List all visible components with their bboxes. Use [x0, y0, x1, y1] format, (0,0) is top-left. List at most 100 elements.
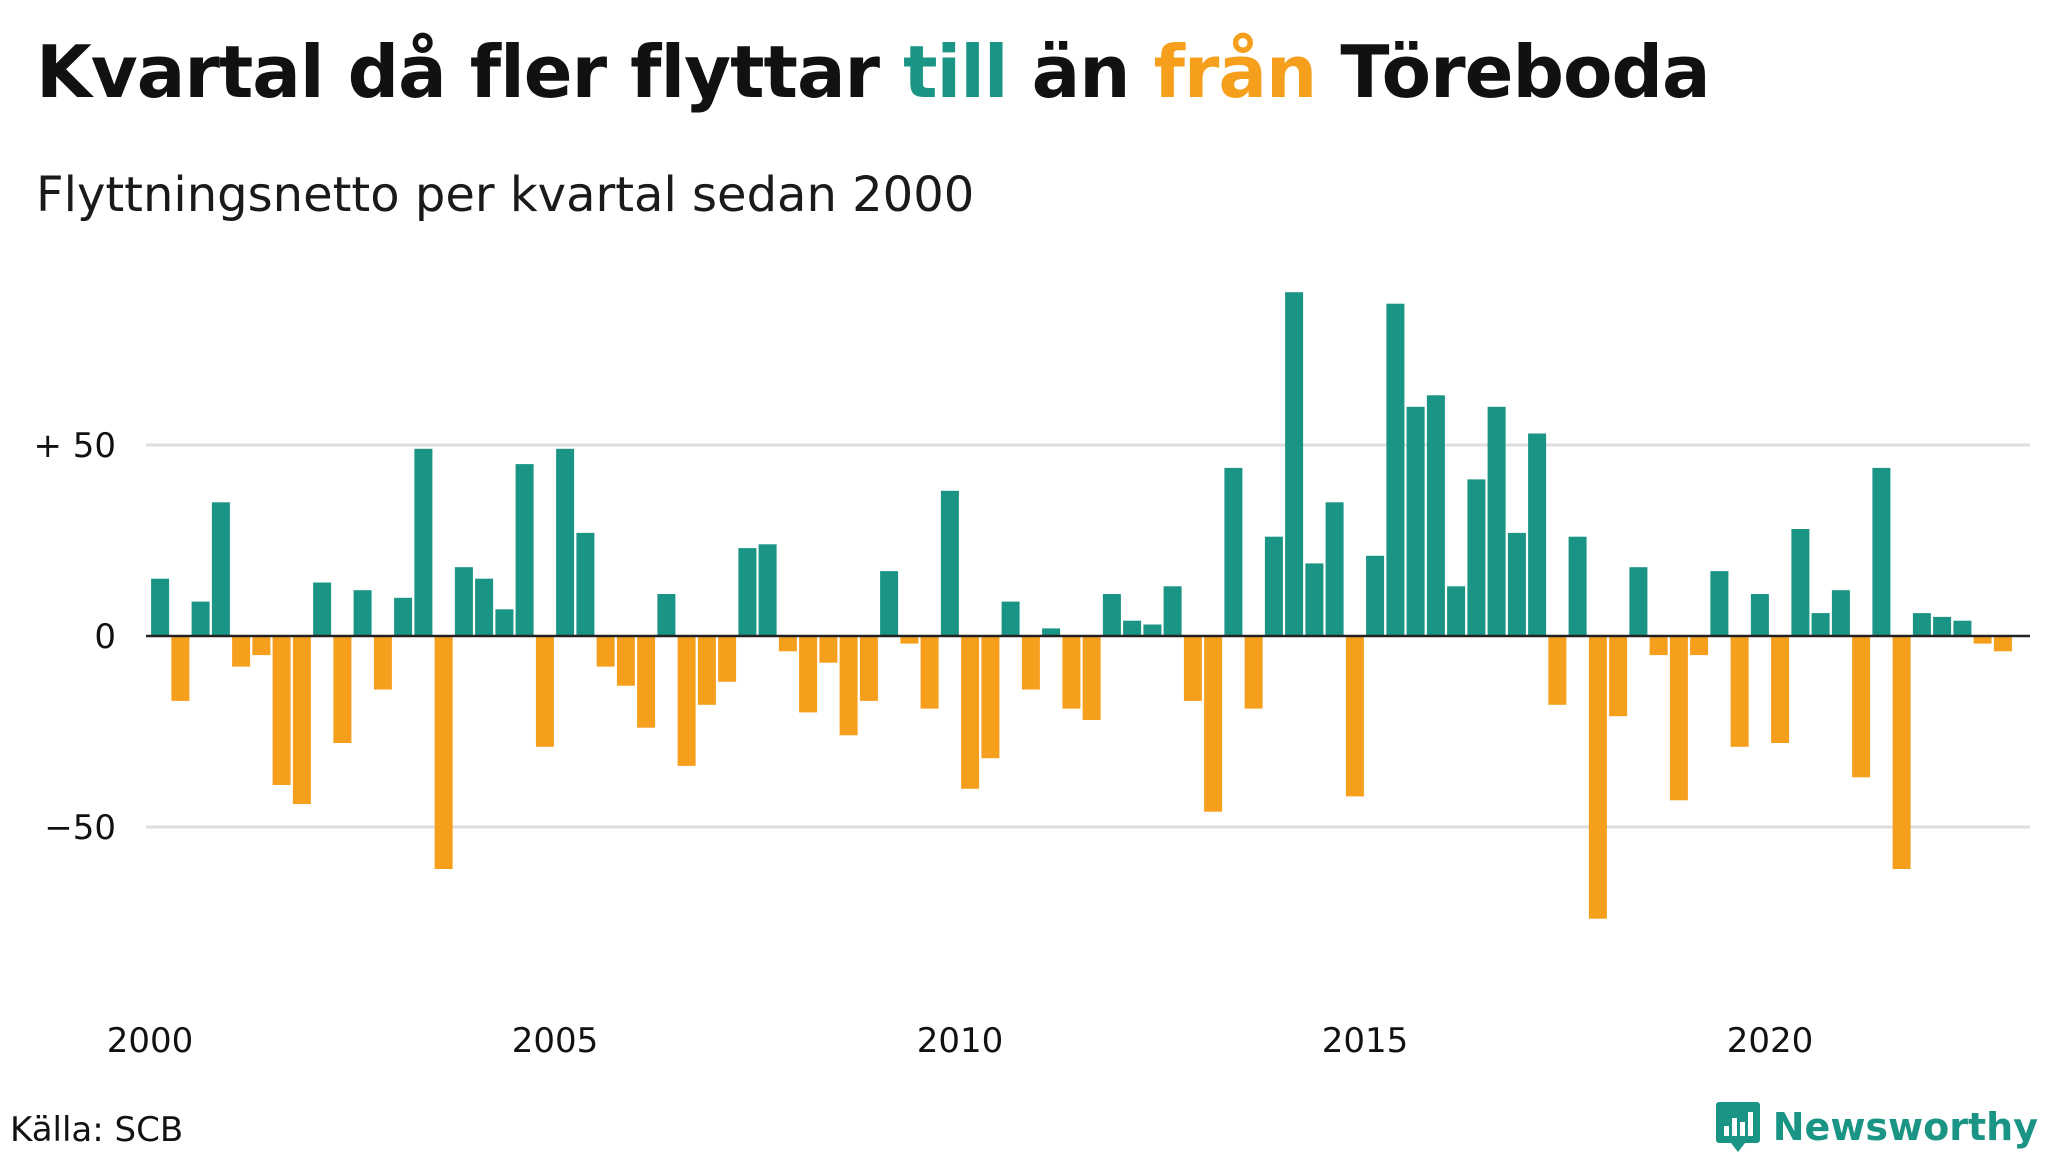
bar [1264, 536, 1283, 636]
bar [1406, 406, 1425, 636]
bar [1224, 467, 1243, 636]
y-tick-label: −50 [44, 808, 116, 848]
x-tick-label: 2010 [917, 1021, 1004, 1061]
bar [1912, 613, 1931, 636]
bar [657, 594, 676, 636]
bar [859, 636, 878, 701]
bar [1102, 594, 1121, 636]
bar [1892, 636, 1911, 869]
bar [1771, 636, 1790, 743]
bar [313, 582, 332, 636]
bar [1163, 586, 1182, 636]
bar [1872, 467, 1891, 636]
bar [1507, 532, 1526, 636]
bar [394, 597, 413, 636]
bar [1487, 406, 1506, 636]
bar [1244, 636, 1263, 709]
bar [1021, 636, 1040, 690]
bar [1366, 555, 1385, 636]
bar [353, 590, 372, 636]
bar [1426, 395, 1445, 636]
bar [1062, 636, 1081, 709]
y-tick-label: 0 [94, 617, 116, 657]
bar [292, 636, 311, 805]
brand-logo[interactable]: Newsworthy [1715, 1100, 2038, 1154]
bar [596, 636, 615, 667]
bar [920, 636, 939, 709]
x-tick-label: 2015 [1322, 1021, 1409, 1061]
bar [191, 601, 210, 636]
bar [819, 636, 838, 663]
bar [697, 636, 716, 705]
bar [1345, 636, 1364, 797]
bar [616, 636, 635, 686]
brand-name: Newsworthy [1772, 1105, 2038, 1149]
bar [1588, 636, 1607, 919]
grid-layer [146, 443, 2030, 829]
title-part2: än [1007, 30, 1154, 114]
bar [1669, 636, 1688, 801]
bar [414, 448, 433, 636]
bar-layer [151, 292, 2012, 919]
chart-title: Kvartal då fler flyttar till än från Tör… [36, 22, 1711, 122]
bar [576, 532, 595, 636]
bar [778, 636, 797, 652]
bar [1204, 636, 1223, 812]
bar [1123, 620, 1142, 636]
bar [1750, 594, 1769, 636]
title-fran: från [1153, 30, 1318, 114]
bar [434, 636, 453, 869]
bar [637, 636, 656, 728]
bar [718, 636, 737, 682]
title-till: till [903, 30, 1008, 114]
x-tick-label: 2020 [1727, 1021, 1814, 1061]
title-part3: Töreboda [1316, 30, 1710, 114]
bar [1629, 567, 1648, 636]
bar [151, 578, 170, 636]
bar [1690, 636, 1709, 656]
bar [1649, 636, 1668, 656]
bar [1953, 620, 1972, 636]
bar [1791, 529, 1810, 636]
bar [1548, 636, 1567, 705]
bar [495, 609, 514, 636]
bar [1811, 613, 1830, 636]
bar [535, 636, 554, 747]
bar [1710, 571, 1729, 636]
bar [556, 448, 575, 636]
bar [252, 636, 271, 656]
chart-subtitle: Flyttningsnetto per kvartal sedan 2000 [36, 167, 975, 223]
bar [211, 502, 230, 636]
bar [454, 567, 473, 636]
bar [940, 490, 959, 636]
bar [1305, 563, 1324, 636]
bar [961, 636, 980, 789]
bar [839, 636, 858, 736]
bar [1609, 636, 1628, 717]
bar [1973, 636, 1992, 644]
axis-layer: −50 0 + 50 2000 2005 2010 2015 2020 [33, 426, 2030, 1061]
bar [677, 636, 696, 766]
bar [799, 636, 818, 713]
bar [981, 636, 1000, 759]
bar [900, 636, 919, 644]
x-tick-label: 2000 [107, 1021, 194, 1061]
bar [1285, 292, 1304, 636]
bar [1568, 536, 1587, 636]
bar [333, 636, 352, 743]
newsworthy-logo-icon [1715, 1102, 1760, 1152]
bar [1386, 303, 1405, 636]
bar [1183, 636, 1202, 701]
x-tick-label: 2005 [512, 1021, 599, 1061]
source-note: Källa: SCB [10, 1110, 184, 1150]
bar [1042, 628, 1061, 636]
bar [1528, 433, 1547, 636]
bar [880, 571, 899, 636]
y-tick-label: + 50 [33, 426, 116, 466]
bar [1831, 590, 1850, 636]
bar [1730, 636, 1749, 747]
bar [232, 636, 251, 667]
bar [515, 464, 534, 636]
bar [758, 544, 777, 636]
